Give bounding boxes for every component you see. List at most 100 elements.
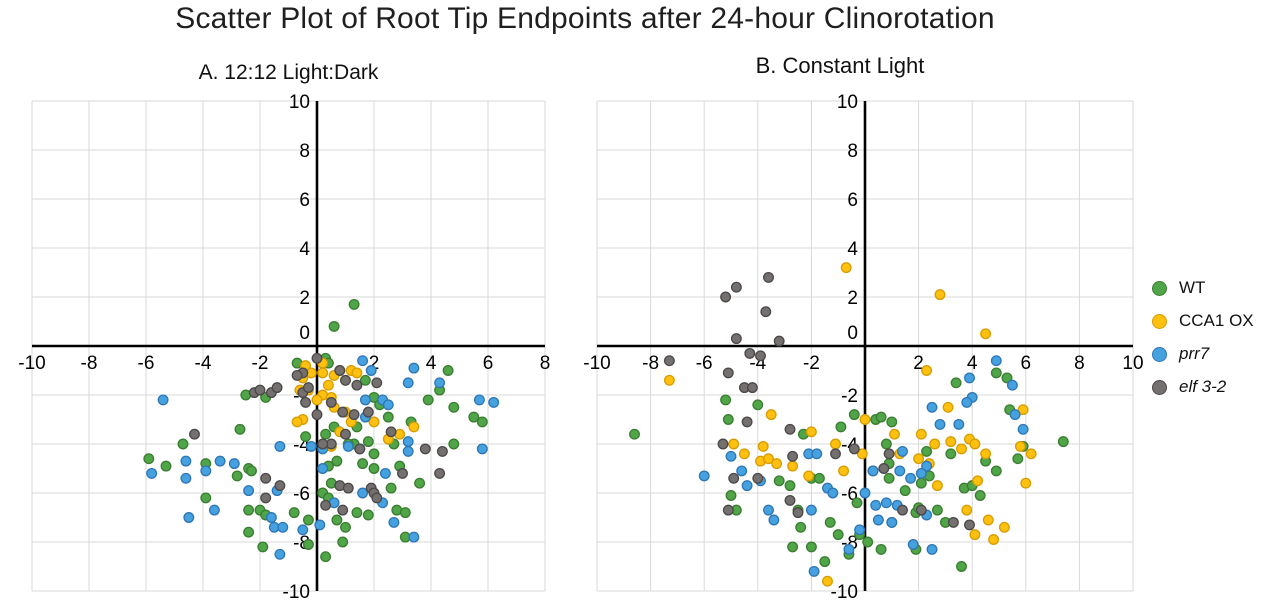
- data-point-prr7: [488, 396, 500, 408]
- data-point-cca1-ox: [913, 453, 925, 465]
- data-point-elf-3-2: [371, 377, 383, 389]
- data-point-wt: [422, 394, 434, 406]
- data-point-elf-3-2: [334, 365, 346, 376]
- x-tick-label: -8: [81, 353, 98, 374]
- x-tick-label: 6: [1021, 353, 1032, 374]
- data-point-cca1-ox: [830, 438, 841, 450]
- data-point-wt: [328, 320, 340, 332]
- data-point-elf-3-2: [755, 350, 766, 362]
- data-point-wt: [348, 298, 360, 310]
- data-point-prr7: [208, 504, 220, 516]
- data-point-wt: [448, 438, 460, 450]
- data-point-cca1-ox: [1020, 477, 1032, 489]
- data-point-wt: [883, 472, 895, 484]
- data-point-prr7: [961, 396, 973, 408]
- y-tick-label: -6: [293, 484, 310, 505]
- data-point-wt: [300, 431, 312, 443]
- data-point-wt: [448, 401, 460, 413]
- data-point-cca1-ox: [838, 465, 850, 477]
- y-tick-label: 8: [847, 141, 858, 162]
- y-tick-label: -10: [831, 582, 858, 603]
- data-point-prr7: [827, 487, 839, 499]
- y-tick-label: 6: [847, 190, 858, 211]
- data-point-wt: [851, 497, 863, 509]
- data-point-elf-3-2: [274, 480, 286, 492]
- data-point-elf-3-2: [720, 291, 732, 303]
- data-point-wt: [956, 561, 967, 572]
- data-point-elf-3-2: [964, 519, 975, 531]
- data-point-prr7: [926, 543, 938, 555]
- y-tick-label: 10: [289, 92, 310, 113]
- data-point-wt: [787, 541, 799, 553]
- data-point-cca1-ox: [351, 367, 363, 379]
- x-tick-label: 10: [1122, 353, 1143, 374]
- data-point-prr7: [915, 467, 927, 479]
- data-point-wt: [899, 485, 911, 497]
- data-point-prr7: [872, 514, 884, 526]
- data-point-prr7: [183, 512, 195, 523]
- data-point-elf-3-2: [878, 463, 890, 474]
- data-point-wt: [143, 453, 155, 465]
- data-point-cca1-ox: [763, 453, 774, 465]
- legend-label: prr7: [1179, 344, 1210, 363]
- x-tick-label: -6: [138, 353, 155, 374]
- data-point-cca1-ox: [915, 428, 927, 440]
- legend-item-wt: WT: [1152, 277, 1254, 299]
- data-point-cca1-ox: [663, 374, 675, 386]
- data-point-wt: [773, 475, 785, 487]
- data-point-wt: [302, 539, 314, 550]
- data-point-elf-3-2: [291, 369, 303, 381]
- y-tick-label: 4: [847, 239, 858, 260]
- data-point-elf-3-2: [787, 450, 799, 462]
- data-point-wt: [725, 490, 737, 501]
- data-point-prr7: [698, 470, 710, 482]
- data-point-elf-3-2: [897, 504, 908, 516]
- data-point-wt: [915, 477, 927, 489]
- data-point-prr7: [870, 499, 882, 511]
- data-point-wt: [331, 514, 343, 526]
- data-point-elf-3-2: [752, 472, 764, 484]
- data-point-prr7: [314, 519, 326, 531]
- data-point-prr7: [359, 394, 371, 406]
- legend-marker-icon: [1152, 379, 1167, 395]
- data-point-wt: [1057, 436, 1069, 448]
- data-point-wt: [234, 423, 246, 435]
- data-point-cca1-ox: [311, 394, 323, 406]
- legend-label: elf 3-2: [1179, 377, 1227, 396]
- data-point-elf-3-2: [302, 382, 314, 394]
- data-point-cca1-ox: [805, 426, 817, 438]
- data-point-wt: [442, 365, 454, 376]
- data-point-cca1-ox: [765, 409, 777, 421]
- data-point-elf-3-2: [730, 281, 742, 293]
- data-point-prr7: [905, 472, 917, 484]
- data-point-wt: [351, 507, 363, 519]
- data-point-cca1-ox: [738, 448, 750, 460]
- data-point-cca1-ox: [998, 521, 1010, 533]
- data-point-wt: [231, 470, 243, 482]
- data-point-wt: [382, 411, 394, 423]
- page-title: Scatter Plot of Root Tip Endpoints after…: [175, 2, 995, 35]
- data-point-elf-3-2: [337, 504, 349, 516]
- x-tick-label: -2: [252, 353, 269, 374]
- data-point-prr7: [805, 504, 817, 516]
- data-point-cca1-ox: [368, 416, 380, 428]
- y-tick-label: -10: [283, 582, 310, 603]
- data-point-prr7: [317, 463, 329, 474]
- data-point-elf-3-2: [300, 396, 312, 408]
- data-point-prr7: [1009, 409, 1021, 421]
- data-point-prr7: [953, 418, 965, 430]
- data-point-elf-3-2: [371, 492, 383, 504]
- x-tick-label: -10: [18, 353, 45, 374]
- data-point-prr7: [297, 524, 309, 536]
- data-point-prr7: [811, 448, 823, 460]
- data-point-cca1-ox: [961, 504, 973, 516]
- data-point-wt: [357, 458, 369, 470]
- data-point-cca1-ox: [822, 575, 833, 587]
- x-tick-label: 4: [967, 353, 978, 374]
- data-point-elf-3-2: [883, 448, 895, 460]
- data-point-elf-3-2: [763, 271, 774, 283]
- data-point-prr7: [741, 480, 753, 492]
- data-point-wt: [177, 438, 189, 450]
- data-point-wt: [722, 414, 734, 425]
- legend-label: CCA1 OX: [1179, 311, 1254, 330]
